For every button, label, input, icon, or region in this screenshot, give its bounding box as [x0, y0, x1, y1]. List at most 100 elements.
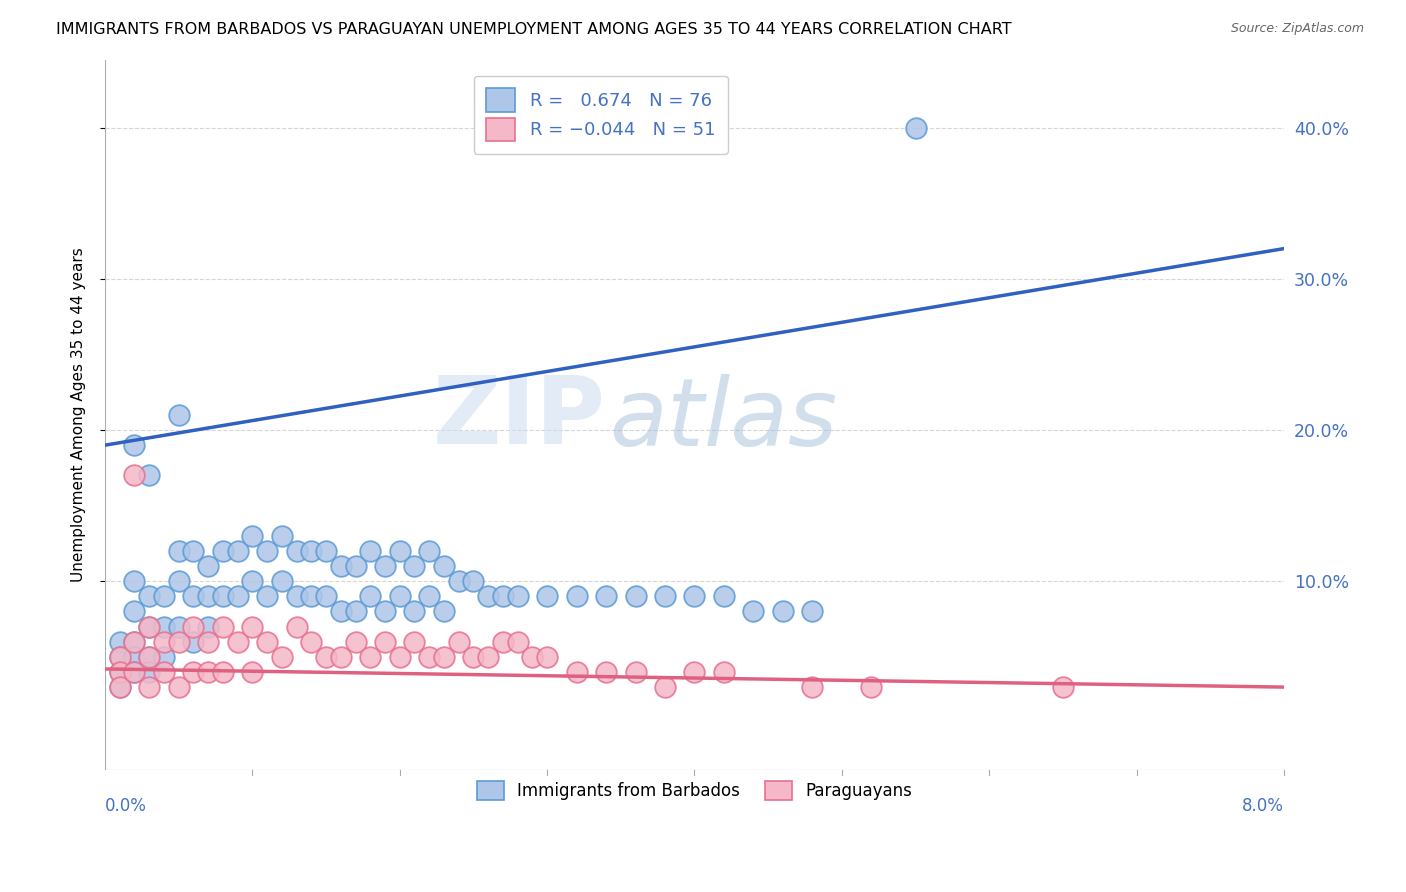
Point	[344, 634, 367, 648]
Point	[183, 544, 205, 558]
Point	[404, 605, 426, 619]
Point	[315, 649, 337, 664]
Point	[183, 590, 205, 604]
Point	[477, 649, 499, 664]
Point	[108, 680, 131, 694]
Y-axis label: Unemployment Among Ages 35 to 44 years: Unemployment Among Ages 35 to 44 years	[72, 248, 86, 582]
Point	[433, 649, 456, 664]
Point	[256, 544, 278, 558]
Point	[124, 634, 146, 648]
Point	[359, 590, 381, 604]
Point	[212, 590, 235, 604]
Point	[418, 544, 440, 558]
Point	[359, 544, 381, 558]
Point	[108, 634, 131, 648]
Point	[388, 590, 411, 604]
Point	[463, 649, 485, 664]
Point	[167, 634, 190, 648]
Point	[240, 529, 263, 543]
Point	[240, 574, 263, 589]
Point	[124, 574, 146, 589]
Point	[197, 559, 219, 574]
Point	[654, 590, 676, 604]
Point	[124, 468, 146, 483]
Point	[565, 665, 588, 679]
Point	[138, 649, 160, 664]
Point	[329, 605, 352, 619]
Point	[477, 590, 499, 604]
Point	[138, 649, 160, 664]
Point	[124, 649, 146, 664]
Point	[418, 649, 440, 664]
Point	[683, 590, 706, 604]
Point	[404, 559, 426, 574]
Text: ZIP: ZIP	[433, 373, 606, 465]
Legend: Immigrants from Barbados, Paraguayans: Immigrants from Barbados, Paraguayans	[468, 772, 920, 808]
Point	[212, 619, 235, 633]
Point	[433, 605, 456, 619]
Point	[153, 590, 176, 604]
Point	[285, 590, 308, 604]
Point	[506, 634, 529, 648]
Point	[742, 605, 765, 619]
Point	[256, 590, 278, 604]
Point	[299, 544, 322, 558]
Point	[299, 634, 322, 648]
Point	[167, 544, 190, 558]
Point	[124, 438, 146, 452]
Point	[683, 665, 706, 679]
Point	[624, 590, 647, 604]
Point	[197, 619, 219, 633]
Point	[153, 619, 176, 633]
Point	[329, 649, 352, 664]
Point	[713, 665, 735, 679]
Point	[344, 559, 367, 574]
Point	[124, 605, 146, 619]
Point	[138, 619, 160, 633]
Point	[108, 649, 131, 664]
Point	[138, 590, 160, 604]
Point	[772, 605, 794, 619]
Point	[315, 590, 337, 604]
Point	[197, 590, 219, 604]
Point	[240, 665, 263, 679]
Point	[801, 605, 824, 619]
Point	[124, 665, 146, 679]
Point	[860, 680, 883, 694]
Point	[153, 634, 176, 648]
Point	[240, 619, 263, 633]
Point	[108, 680, 131, 694]
Point	[1052, 680, 1074, 694]
Point	[404, 634, 426, 648]
Point	[536, 590, 558, 604]
Point	[167, 680, 190, 694]
Point	[270, 574, 292, 589]
Point	[124, 665, 146, 679]
Point	[226, 634, 249, 648]
Point	[565, 590, 588, 604]
Point	[492, 634, 515, 648]
Point	[285, 544, 308, 558]
Point	[256, 634, 278, 648]
Point	[138, 619, 160, 633]
Text: Source: ZipAtlas.com: Source: ZipAtlas.com	[1230, 22, 1364, 36]
Point	[595, 665, 617, 679]
Point	[418, 590, 440, 604]
Point	[329, 559, 352, 574]
Point	[801, 680, 824, 694]
Point	[374, 559, 396, 574]
Point	[433, 559, 456, 574]
Point	[536, 649, 558, 664]
Point	[124, 634, 146, 648]
Point	[595, 590, 617, 604]
Point	[285, 619, 308, 633]
Point	[492, 590, 515, 604]
Point	[167, 408, 190, 422]
Point	[447, 634, 470, 648]
Point	[183, 619, 205, 633]
Point	[212, 544, 235, 558]
Point	[624, 665, 647, 679]
Point	[226, 590, 249, 604]
Point	[212, 665, 235, 679]
Point	[153, 649, 176, 664]
